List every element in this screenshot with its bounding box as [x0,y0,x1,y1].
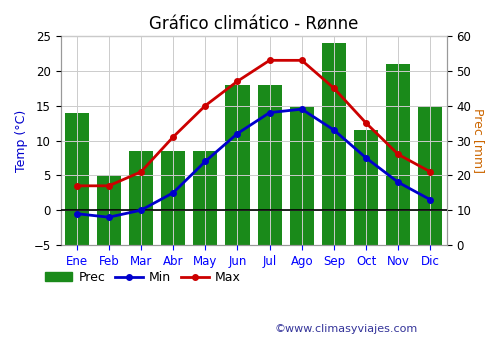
Text: ©www.climasyviajes.com: ©www.climasyviajes.com [275,324,418,334]
Bar [290,106,314,245]
Bar [322,43,346,245]
Max [74,184,80,188]
Bar [354,130,378,245]
Max [396,152,402,156]
Max [266,58,272,62]
Max [234,79,240,83]
Bar [64,113,88,245]
Title: Gráfico climático - Rønne: Gráfico climático - Rønne [149,15,358,33]
Bar [386,64,410,245]
Min [74,212,80,216]
Bar [193,151,218,245]
Min [234,132,240,136]
Bar [258,85,281,245]
Min [428,198,434,202]
Bar [129,151,153,245]
Bar [161,151,185,245]
Max [138,170,144,174]
Max [363,121,369,125]
Min [299,107,305,111]
Min [138,208,144,212]
Max [106,184,112,188]
Min [266,111,272,115]
Bar [226,85,250,245]
Line: Max: Max [74,57,433,189]
Max [202,104,208,108]
Y-axis label: Temp (°C): Temp (°C) [15,110,28,172]
Min [106,215,112,219]
Min [170,191,176,195]
Bar [418,106,442,245]
Min [396,180,402,184]
Min [363,156,369,160]
Max [170,135,176,139]
Legend: Prec, Min, Max: Prec, Min, Max [40,266,246,289]
Line: Min: Min [74,106,433,220]
Max [428,170,434,174]
Y-axis label: Prec [mm]: Prec [mm] [472,108,485,173]
Min [331,128,337,132]
Min [202,159,208,163]
Max [331,86,337,90]
Max [299,58,305,62]
Bar [96,175,121,245]
